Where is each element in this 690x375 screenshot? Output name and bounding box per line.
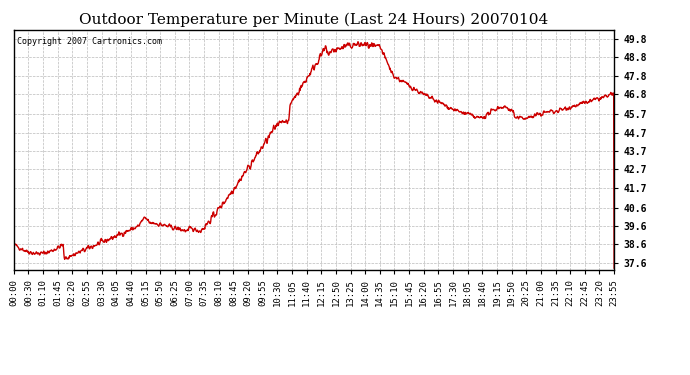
Text: Copyright 2007 Cartronics.com: Copyright 2007 Cartronics.com (17, 37, 161, 46)
Title: Outdoor Temperature per Minute (Last 24 Hours) 20070104: Outdoor Temperature per Minute (Last 24 … (79, 13, 549, 27)
